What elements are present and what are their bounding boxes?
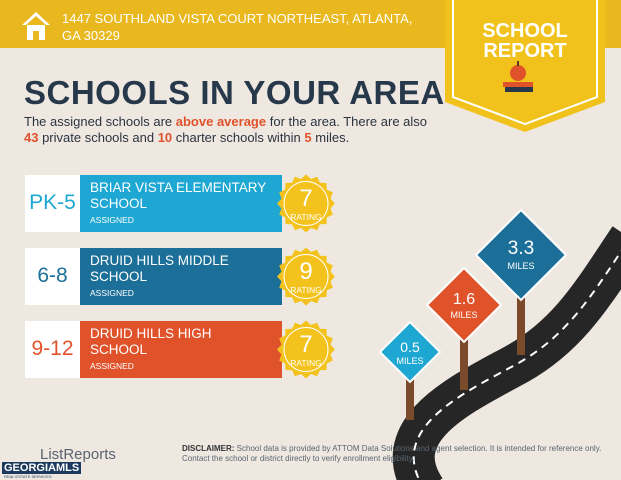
mls-logo: GEORGIAMLS bbox=[2, 462, 82, 474]
home-icon bbox=[22, 12, 50, 40]
rating-label: RATING bbox=[290, 285, 322, 295]
distance-unit: MILES bbox=[396, 356, 424, 367]
address: 1447 SOUTHLAND VISTA COURT NORTHEAST, AT… bbox=[62, 11, 413, 43]
distance-sign bbox=[474, 208, 568, 302]
rating-value: 7 bbox=[299, 185, 313, 212]
distance-unit: MILES bbox=[507, 260, 535, 271]
distance-unit: MILES bbox=[450, 309, 478, 320]
rating-label: RATING bbox=[290, 358, 322, 368]
grade-range: 6-8 bbox=[37, 264, 68, 287]
badge-title: SCHOOL bbox=[482, 20, 568, 42]
text: for the area. There are also bbox=[266, 114, 428, 129]
report-badge bbox=[445, 0, 605, 132]
intro-text: The assigned schools are above average f… bbox=[24, 114, 444, 146]
grade-box bbox=[25, 321, 80, 378]
sign-post bbox=[406, 352, 414, 420]
distance-value: 1.6 bbox=[452, 290, 476, 308]
rating-value: 7 bbox=[299, 331, 313, 358]
emphasis-text: above average bbox=[175, 114, 267, 129]
rating-badge bbox=[277, 174, 335, 233]
page-title: SCHOOLS IN YOUR AREA bbox=[24, 74, 445, 111]
school-status: ASSIGNED bbox=[90, 361, 134, 371]
school-band bbox=[80, 321, 282, 378]
school-band bbox=[80, 175, 282, 232]
school-status: ASSIGNED bbox=[90, 288, 134, 298]
rating-ring bbox=[283, 254, 329, 299]
grade-range: PK-5 bbox=[29, 191, 76, 214]
text: The assigned schools are bbox=[24, 114, 176, 129]
distance-sign bbox=[425, 266, 503, 344]
school-name: DRUID HILLS MIDDLE SCHOOL bbox=[90, 253, 229, 284]
distance-value: 3.3 bbox=[507, 237, 535, 259]
sign-post bbox=[460, 305, 468, 390]
school-name: BRIAR VISTA ELEMENTARY SCHOOL bbox=[90, 180, 267, 211]
emphasis-text: 10 bbox=[157, 130, 173, 145]
rating-label: RATING bbox=[290, 212, 322, 222]
grade-box bbox=[25, 248, 80, 305]
text: miles. bbox=[311, 130, 350, 145]
distance-value: 0.5 bbox=[400, 339, 420, 356]
disclaimer: DISCLAIMER: School data is provided by A… bbox=[182, 444, 612, 464]
school-status: ASSIGNED bbox=[90, 215, 134, 225]
rating-badge bbox=[277, 247, 335, 306]
school-band bbox=[80, 248, 282, 305]
rating-badge bbox=[277, 320, 335, 379]
brand-logo: ListReports bbox=[40, 446, 116, 463]
rating-value: 9 bbox=[299, 258, 313, 285]
disclaimer-label: DISCLAIMER: bbox=[182, 444, 235, 453]
mls-subtitle: REAL ESTATE SERVICES bbox=[4, 474, 52, 479]
grade-box bbox=[25, 175, 80, 232]
school-name: DRUID HILLS HIGH SCHOOL bbox=[90, 326, 212, 357]
sign-post bbox=[517, 255, 525, 355]
rating-ring bbox=[283, 181, 329, 226]
road bbox=[392, 226, 621, 480]
emphasis-text: 43 bbox=[24, 130, 39, 145]
text: private schools and bbox=[38, 130, 158, 145]
rating-ring bbox=[283, 327, 329, 372]
disclaimer-text: School data is provided by ATTOM Data So… bbox=[182, 444, 602, 463]
emphasis-text: 5 bbox=[304, 130, 312, 145]
badge-title: REPORT bbox=[483, 40, 567, 62]
distance-sign bbox=[378, 320, 442, 384]
grade-range: 9-12 bbox=[31, 337, 74, 360]
text: charter schools within bbox=[172, 130, 305, 145]
